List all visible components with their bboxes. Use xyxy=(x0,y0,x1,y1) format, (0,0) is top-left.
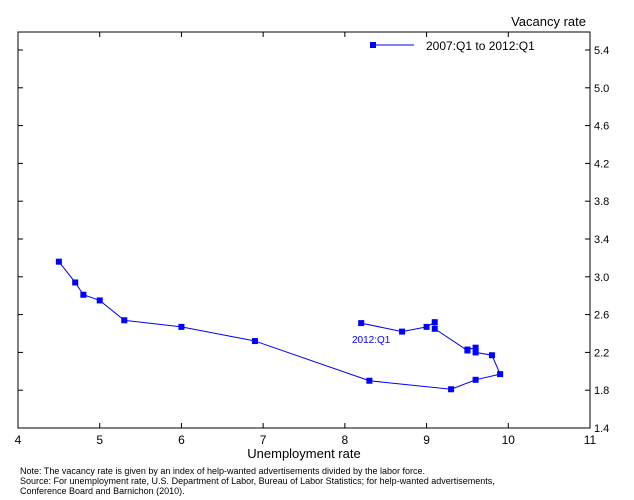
x-tick-label: 9 xyxy=(423,433,430,447)
data-point xyxy=(431,325,438,332)
x-tick-label: 5 xyxy=(96,433,103,447)
data-point xyxy=(251,338,258,345)
data-point xyxy=(472,349,479,356)
data-point xyxy=(121,317,128,324)
y-tick-label: 3.8 xyxy=(594,196,609,208)
x-tick-label: 4 xyxy=(15,433,22,447)
legend-marker xyxy=(370,42,376,48)
series-line xyxy=(58,261,501,390)
legend-label: 2007:Q1 to 2012:Q1 xyxy=(426,39,535,53)
x-tick-label: 10 xyxy=(502,433,516,447)
y-tick-label: 4.2 xyxy=(594,158,609,170)
data-point xyxy=(366,377,373,384)
data-point xyxy=(472,376,479,383)
x-tick-label: 8 xyxy=(342,433,349,447)
data-point xyxy=(358,320,365,327)
data-point xyxy=(399,328,406,335)
x-tick-label: 11 xyxy=(584,433,597,447)
x-tick-label: 6 xyxy=(178,433,185,447)
annotation-2012q1: 2012:Q1 xyxy=(352,335,391,346)
y-tick-label: 2.6 xyxy=(594,310,609,322)
data-point xyxy=(55,258,62,265)
note-text: Note: The vacancy rate is given by an in… xyxy=(20,466,426,476)
plot-frame xyxy=(17,31,591,429)
source-text-cont: Conference Board and Barnichon (2010). xyxy=(20,486,185,496)
data-point xyxy=(96,297,103,304)
data-point xyxy=(497,371,504,378)
y-tick-label: 5.0 xyxy=(594,83,609,95)
y-tick-label: 1.8 xyxy=(594,385,609,397)
y-tick-label: 5.4 xyxy=(594,45,609,57)
data-point xyxy=(80,291,87,298)
data-point xyxy=(178,323,185,330)
y-tick-label: 3.0 xyxy=(594,272,609,284)
y-tick-label: 1.4 xyxy=(594,423,609,435)
y-tick-label: 4.6 xyxy=(594,121,609,133)
y-axis-label: Vacancy rate xyxy=(511,14,586,29)
x-tick-label: 7 xyxy=(260,433,267,447)
data-point xyxy=(472,344,479,351)
data-point xyxy=(423,323,430,330)
x-axis-label: Unemployment rate xyxy=(247,446,360,461)
data-point xyxy=(431,319,438,326)
chart-svg: 4 5 6 7 8 9 10 11 1.4 1.8 2.2 2.6 3.0 3.4 3.8 4.2 4.6 5.… xyxy=(15,14,610,461)
data-point xyxy=(448,386,455,393)
data-point xyxy=(488,352,495,359)
y-tick-label: 2.2 xyxy=(594,347,609,359)
source-text: Source: For unemployment rate, U.S. Depa… xyxy=(20,476,495,486)
y-tick-label: 3.4 xyxy=(594,234,609,246)
legend: 2007:Q1 to 2012:Q1 xyxy=(370,39,535,53)
data-point xyxy=(464,347,471,354)
data-point xyxy=(72,279,79,286)
